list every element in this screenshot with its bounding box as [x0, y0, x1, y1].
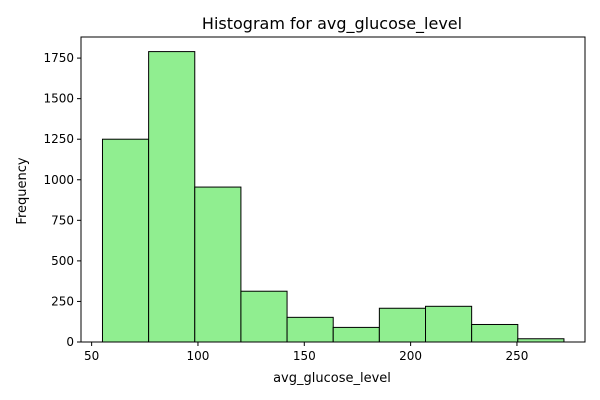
- histogram-bar-5: [286, 316, 334, 343]
- bars-group: [101, 51, 565, 343]
- y-tick-label: 1500: [43, 92, 74, 106]
- histogram-bar-2: [148, 51, 196, 343]
- x-axis-label: avg_glucose_level: [273, 371, 391, 386]
- y-tick-label: 0: [66, 335, 74, 349]
- chart-title: Histogram for avg_glucose_level: [202, 14, 462, 34]
- y-tick-label: 250: [51, 294, 74, 308]
- y-tick-label: 750: [51, 213, 74, 227]
- plot-frame: [80, 36, 586, 343]
- histogram-bar-7: [378, 307, 427, 343]
- histogram-bar-4: [240, 290, 288, 343]
- x-axis-ticks: 50 100 150 200 250: [84, 342, 528, 363]
- y-tick-label: 1250: [43, 132, 74, 146]
- x-tick-label: 250: [505, 349, 528, 363]
- y-tick-label: 500: [51, 254, 74, 268]
- x-tick-label: 100: [187, 349, 210, 363]
- histogram-bar-1: [101, 138, 150, 343]
- y-axis-ticks: 0 250 500 750 1000 1250 1500 1750: [43, 51, 81, 349]
- y-tick-label: 1750: [43, 51, 74, 65]
- histogram-bar-6: [332, 326, 380, 343]
- x-tick-label: 50: [84, 349, 99, 363]
- y-tick-label: 1000: [43, 173, 74, 187]
- histogram-bar-8: [425, 305, 473, 343]
- y-axis-label: Frequency: [15, 157, 30, 224]
- histogram-bar-3: [194, 186, 242, 343]
- x-tick-label: 150: [293, 349, 316, 363]
- histogram-bar-9: [471, 323, 519, 343]
- x-tick-label: 200: [399, 349, 422, 363]
